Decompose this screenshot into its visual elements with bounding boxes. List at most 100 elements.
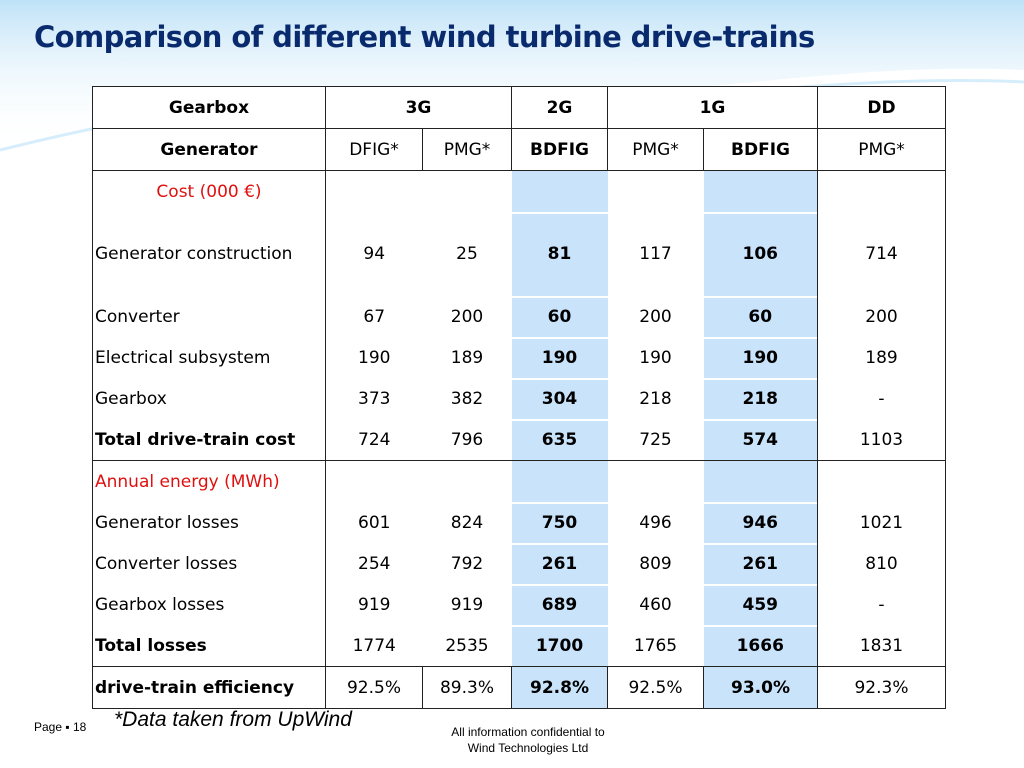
cell-value: 689: [511, 584, 608, 625]
cost-section-title-text: Cost (000 €): [156, 181, 262, 202]
empty-cell: [422, 170, 512, 212]
cell-value: 200: [639, 306, 672, 327]
empty-cell: [511, 170, 608, 212]
cell-value: 89.3%: [422, 666, 512, 709]
cell-value: 1774: [325, 625, 423, 667]
confidentiality-note: All information confidential to Wind Tec…: [420, 724, 636, 756]
header-group-3g: 3G: [325, 86, 512, 129]
cell-value: 60: [511, 296, 608, 337]
slide-title: Comparison of different wind turbine dri…: [34, 20, 815, 54]
cell-value: 94: [325, 212, 423, 296]
empty-cell: [511, 460, 608, 502]
cell-value: 714: [817, 212, 946, 296]
cell-value: 496: [639, 512, 672, 533]
row-label: Electrical subsystem: [92, 337, 326, 378]
cell-value: 189: [450, 347, 484, 368]
cell-value: 810: [817, 543, 946, 584]
table-row: Electrical subsystem 190 189 190 190 190…: [92, 337, 946, 378]
cell-value: 1021: [817, 502, 946, 543]
table-row: Converter losses 254 792 261 809 261 810: [92, 543, 946, 584]
cell-value: 792: [450, 553, 484, 574]
cell-value: -: [817, 584, 946, 625]
cell-value: 190: [639, 347, 672, 368]
energy-section-title: Annual energy (MWh): [92, 460, 326, 502]
header-group-2g: 2G: [511, 86, 608, 129]
header-group-1g: 1G: [607, 86, 818, 129]
page-number: Page ▪ 18: [34, 720, 87, 734]
cell-value: 725: [607, 419, 704, 461]
cost-section-title: Cost (000 €): [92, 170, 326, 212]
total-losses-row: Total losses 1774 2535 1700 1765 1666 18…: [92, 625, 946, 667]
cell-value: 459: [703, 584, 818, 625]
cell-value: 67: [325, 296, 423, 337]
energy-section-title-text: Annual energy (MWh): [95, 471, 280, 492]
cell-value: -: [817, 378, 946, 419]
cell-value: 601: [325, 502, 423, 543]
cell-value: 106: [703, 212, 818, 296]
row-label: Gearbox losses: [92, 584, 326, 625]
cell-value: 200: [450, 306, 484, 327]
cell-value: 190: [325, 337, 423, 378]
cell-value: 200: [817, 296, 946, 337]
cell-value: 1700: [511, 625, 608, 667]
cell-value: 946: [703, 502, 818, 543]
cell-value: 261: [703, 543, 818, 584]
cell-value: 635: [511, 419, 608, 461]
empty-cell: [422, 460, 512, 502]
cell-value: 190: [511, 337, 608, 378]
cell-value: 460: [639, 594, 672, 615]
cell-value: 92.5%: [607, 666, 704, 709]
header-group-dd: DD: [817, 86, 946, 129]
cell-value: 2535: [422, 625, 512, 667]
cell-value: 190: [703, 337, 818, 378]
cell-value: 92.3%: [817, 666, 946, 709]
cell-value: 93.0%: [703, 666, 818, 709]
cell-value: 1765: [607, 625, 704, 667]
empty-cell: [607, 170, 704, 212]
data-source-note: *Data taken from UpWind: [114, 708, 352, 731]
cell-value: 1831: [817, 625, 946, 667]
row-label: Generator construction: [92, 212, 326, 296]
cell-value: 25: [456, 244, 478, 264]
row-label: Converter: [92, 296, 326, 337]
generator-type: PMG*: [607, 128, 704, 171]
table-row: Gearbox 373 382 304 218 218 -: [92, 378, 946, 419]
table-header-row: Gearbox 3G 2G 1G DD: [92, 86, 946, 129]
generator-type: DFIG*: [325, 128, 423, 171]
row-label: Converter losses: [92, 543, 326, 584]
table-row: Gearbox losses 919 919 689 460 459 -: [92, 584, 946, 625]
cell-value: 304: [511, 378, 608, 419]
cell-value: 919: [450, 594, 484, 615]
efficiency-row: drive-train efficiency 92.5% 89.3% 92.8%…: [92, 666, 946, 709]
cell-value: 92.5%: [325, 666, 423, 709]
cell-value: 261: [511, 543, 608, 584]
row-label: drive-train efficiency: [92, 666, 326, 709]
cell-value: 750: [511, 502, 608, 543]
generator-type: PMG*: [817, 128, 946, 171]
cell-value: 824: [450, 512, 484, 533]
empty-cell: [703, 460, 818, 502]
empty-cell: [703, 170, 818, 212]
cell-value: 919: [325, 584, 423, 625]
confidentiality-line-1: All information confidential to: [451, 725, 605, 739]
empty-cell: [607, 460, 704, 502]
cell-value: 92.8%: [511, 666, 608, 709]
cell-value: 60: [703, 296, 818, 337]
cell-value: 1666: [703, 625, 818, 667]
row-label: Total drive-train cost: [92, 419, 326, 461]
cell-value: 382: [450, 388, 484, 409]
cell-value: 1103: [817, 419, 946, 461]
confidentiality-line-2: Wind Technologies Ltd: [467, 741, 589, 755]
total-cost-row: Total drive-train cost 724 796 635 725 5…: [92, 419, 946, 461]
generator-label: Generator: [92, 128, 326, 171]
table-row: Generator losses 601 824 750 496 946 102…: [92, 502, 946, 543]
energy-section-row: Annual energy (MWh): [92, 460, 946, 502]
cell-value: 254: [325, 543, 423, 584]
comparison-table: Gearbox 3G 2G 1G DD Generator DFIG* PMG*…: [92, 86, 946, 709]
table-row: Converter 67 200 60 200 60 200: [92, 296, 946, 337]
cell-value: 218: [703, 378, 818, 419]
row-label: Generator losses: [92, 502, 326, 543]
empty-cell: [817, 170, 946, 212]
empty-cell: [325, 170, 423, 212]
cell-value: 809: [639, 553, 672, 574]
